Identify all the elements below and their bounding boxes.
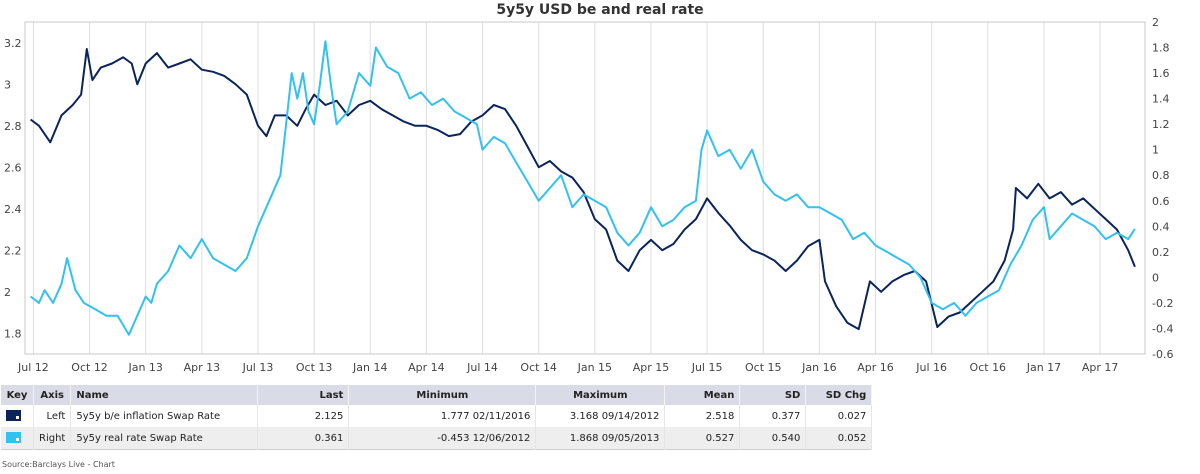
right-tick-label: -0.4 xyxy=(1152,322,1173,335)
name-cell: 5y5y b/e inflation Swap Rate xyxy=(70,405,259,427)
axis-cell: Left xyxy=(33,405,72,427)
x-tick-label: Oct 14 xyxy=(520,361,557,374)
x-tick-label: Jul 13 xyxy=(242,361,274,374)
legend-key-swatch xyxy=(6,410,21,422)
x-tick-label: Oct 12 xyxy=(71,361,108,374)
col-key: Key xyxy=(1,385,34,405)
right-tick-label: 1 xyxy=(1152,144,1159,157)
sd-cell: 0.540 xyxy=(739,427,807,450)
mean-cell: 0.527 xyxy=(664,427,741,450)
right-tick-label: 1.4 xyxy=(1152,93,1170,106)
right-tick-label: 0.2 xyxy=(1152,246,1170,259)
left-tick-label: 2.4 xyxy=(4,203,22,216)
last-cell: 0.361 xyxy=(257,427,350,450)
right-tick-label: 0 xyxy=(1152,271,1159,284)
legend-key-cell xyxy=(1,405,34,427)
x-tick-label: Jul 14 xyxy=(466,361,498,374)
col-axis: Axis xyxy=(33,385,72,405)
col-sd-chg: SD Chg xyxy=(805,385,873,405)
x-tick-label: Oct 13 xyxy=(296,361,333,374)
right-tick-label: 2 xyxy=(1152,16,1159,29)
right-tick-label: -0.6 xyxy=(1152,348,1173,361)
right-tick-label: 0.6 xyxy=(1152,195,1170,208)
x-tick-label: Apr 13 xyxy=(184,361,221,374)
table-row: Right 5y5y real rate Swap Rate 0.361 -0.… xyxy=(1,427,873,450)
minimum-cell: -0.453 12/06/2012 xyxy=(348,427,537,450)
col-last: Last xyxy=(257,385,350,405)
maximum-cell: 3.168 09/14/2012 xyxy=(535,405,666,427)
x-tick-label: Jan 14 xyxy=(352,361,387,374)
right-tick-label: -0.2 xyxy=(1152,297,1173,310)
minimum-cell: 1.777 02/11/2016 xyxy=(348,405,537,427)
x-tick-label: Apr 16 xyxy=(857,361,894,374)
right-axis: -0.6 -0.4 -0.2 0 0.2 0.4 0.6 0.8 1 1.2 1.4 1.6 1.8 2 xyxy=(1152,16,1173,361)
maximum-cell: 1.868 09/05/2013 xyxy=(535,427,666,450)
col-mean: Mean xyxy=(664,385,741,405)
table-header-row: Key Axis Name Last Minimum Maximum Mean … xyxy=(1,385,873,405)
legend-key-swatch xyxy=(6,432,21,444)
right-tick-label: 1.2 xyxy=(1152,118,1170,131)
left-axis: 1.8 2 2.2 2.4 2.6 2.8 3 3.2 xyxy=(4,37,22,341)
x-tick-label: Apr 15 xyxy=(633,361,670,374)
series-line-right xyxy=(29,40,1136,336)
table-row: Left 5y5y b/e inflation Swap Rate 2.125 … xyxy=(1,405,873,427)
plot-frame xyxy=(24,21,1146,355)
x-tick-label: Jan 13 xyxy=(127,361,162,374)
source-note: Source:Barclays Live - Chart xyxy=(2,460,115,469)
col-sd: SD xyxy=(739,385,807,405)
left-tick-label: 2.8 xyxy=(4,120,22,133)
col-minimum: Minimum xyxy=(348,385,537,405)
col-maximum: Maximum xyxy=(535,385,666,405)
x-tick-label: Jul 15 xyxy=(691,361,723,374)
left-tick-label: 2.2 xyxy=(4,244,22,257)
x-axis: Jul 12 Oct 12 Jan 13 Apr 13 Jul 13 Oct 13 Jan … xyxy=(17,361,1118,374)
col-name: Name xyxy=(70,385,259,405)
mean-cell: 2.518 xyxy=(664,405,741,427)
left-tick-label: 3.2 xyxy=(4,37,22,50)
x-tick-label: Jan 17 xyxy=(1026,361,1061,374)
last-cell: 2.125 xyxy=(257,405,350,427)
x-tick-label: Apr 17 xyxy=(1082,361,1119,374)
x-tick-label: Jul 16 xyxy=(915,361,947,374)
x-tick-label: Apr 14 xyxy=(408,361,445,374)
right-tick-label: 1.6 xyxy=(1152,67,1170,80)
x-tick-label: Jul 12 xyxy=(17,361,49,374)
chart-title: 5y5y USD be and real rate xyxy=(496,2,704,18)
left-tick-label: 1.8 xyxy=(4,327,22,340)
x-tick-label: Jan 15 xyxy=(577,361,612,374)
statistics-table: Key Axis Name Last Minimum Maximum Mean … xyxy=(1,385,873,450)
x-tick-label: Oct 15 xyxy=(745,361,782,374)
series-line-left xyxy=(30,48,1136,331)
right-tick-label: 0.4 xyxy=(1152,220,1170,233)
right-tick-label: 0.8 xyxy=(1152,169,1170,182)
right-tick-label: 1.8 xyxy=(1152,42,1170,55)
left-tick-label: 3 xyxy=(4,78,11,91)
left-tick-label: 2.6 xyxy=(4,161,22,174)
x-tick-label: Jan 16 xyxy=(801,361,836,374)
left-tick-label: 2 xyxy=(4,286,11,299)
x-tick-label: Oct 16 xyxy=(970,361,1007,374)
sd-chg-cell: 0.027 xyxy=(805,405,873,427)
axis-cell: Right xyxy=(33,427,72,450)
series-group xyxy=(29,40,1136,336)
sd-cell: 0.377 xyxy=(739,405,807,427)
line-chart: 1.8 2 2.2 2.4 2.6 2.8 3 3.2 -0.6 -0.4 -0.2 0 0.2 0.4… xyxy=(4,16,1173,374)
legend-key-cell xyxy=(1,427,34,450)
name-cell: 5y5y real rate Swap Rate xyxy=(70,427,259,450)
sd-chg-cell: 0.052 xyxy=(805,427,873,450)
vertical-gridlines xyxy=(32,22,1101,354)
